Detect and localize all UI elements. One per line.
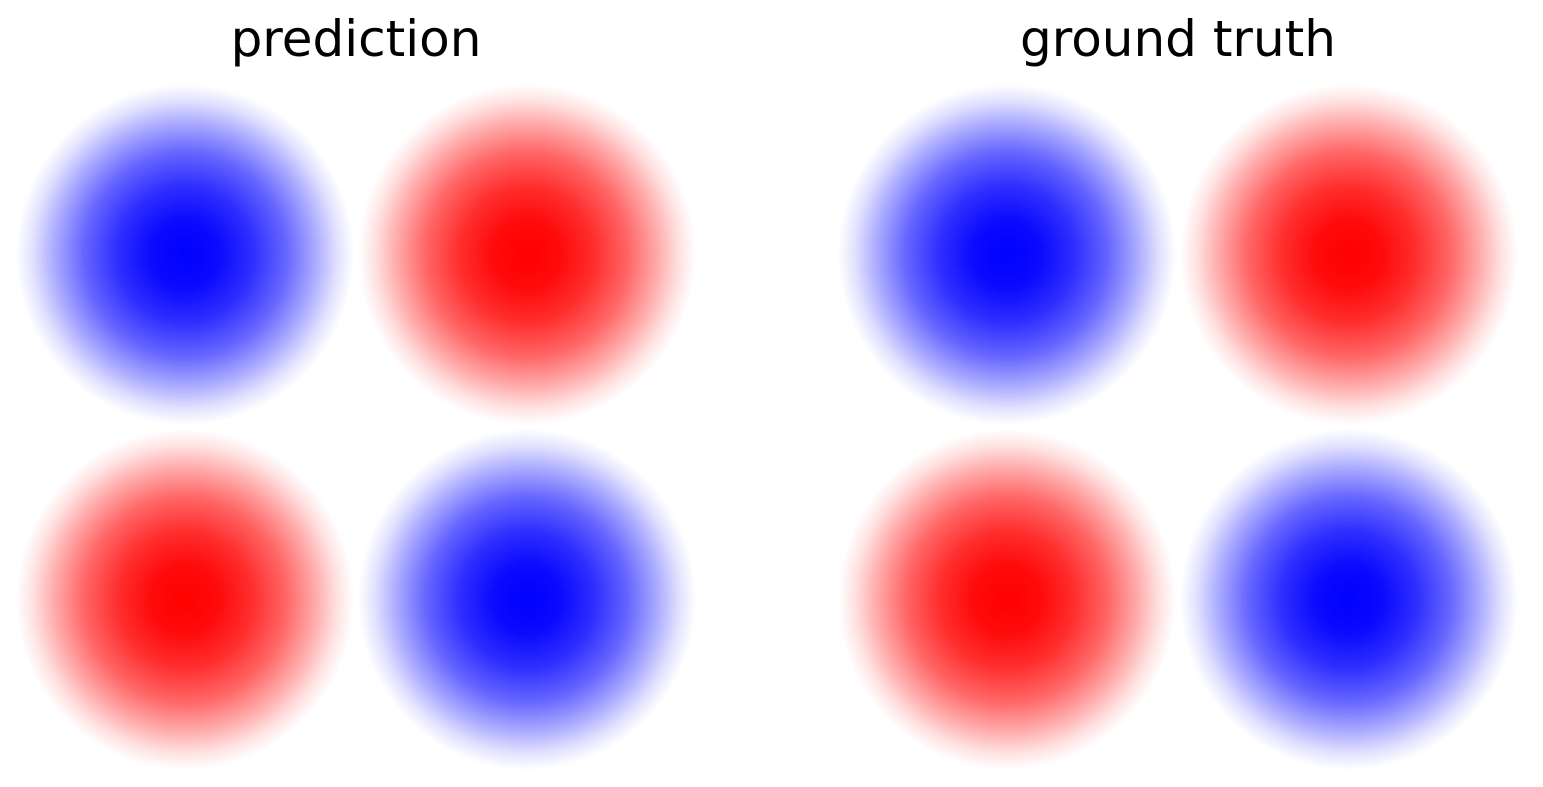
prediction-heatmap <box>14 82 698 772</box>
heatmap-cell-0-1-positive <box>358 84 696 425</box>
heatmap-cell-1-1-negative <box>358 429 696 770</box>
prediction-title: prediction <box>230 10 482 68</box>
ground-truth-panel: ground truth <box>822 0 1543 787</box>
heatmap-cell-1-0-positive <box>16 429 354 770</box>
heatmap-cell-1-1-negative <box>1180 429 1518 770</box>
heatmap-cell-0-0-negative <box>838 84 1176 425</box>
heatmap-cell-0-0-negative <box>16 84 354 425</box>
heatmap-cell-0-1-positive <box>1180 84 1518 425</box>
heatmap-cell-1-0-positive <box>838 429 1176 770</box>
prediction-panel: prediction <box>0 0 720 787</box>
ground-truth-title: ground truth <box>1020 10 1336 68</box>
ground-truth-heatmap <box>836 82 1520 772</box>
